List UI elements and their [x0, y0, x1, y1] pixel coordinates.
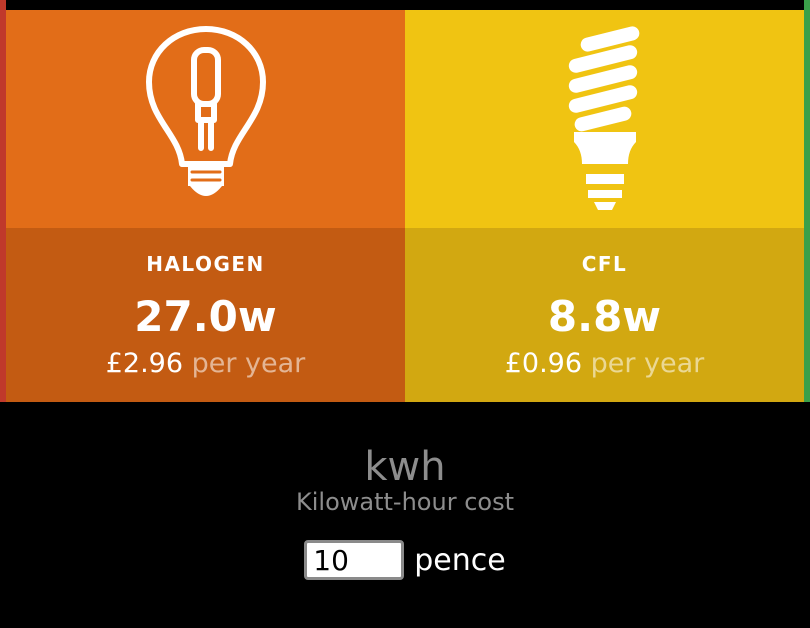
- rate-title: kwh: [364, 444, 446, 490]
- bulb-cards: HALOGEN 27.0w £2.96 per year CFL 8.8w: [6, 10, 804, 402]
- card-cfl-cost: £0.96 per year: [405, 348, 804, 379]
- card-halogen-cost: £2.96 per year: [6, 348, 405, 379]
- cfl-bulb-icon: [568, 26, 639, 210]
- kwh-cost-input[interactable]: [304, 540, 405, 580]
- card-halogen-per: per year: [191, 348, 306, 379]
- card-cfl-watts: 8.8w: [547, 292, 662, 341]
- card-cfl-name: CFL: [581, 252, 628, 276]
- card-halogen-info: HALOGEN 27.0w £2.96 per year: [6, 228, 405, 402]
- card-halogen[interactable]: HALOGEN 27.0w £2.96 per year: [6, 10, 405, 402]
- card-cfl-image: [405, 10, 804, 228]
- card-cfl-amount: £0.96: [504, 348, 583, 379]
- rate-unit: pence: [414, 542, 506, 578]
- card-cfl[interactable]: CFL 8.8w £0.96 per year: [405, 10, 804, 402]
- left-edge-strip: [0, 0, 6, 402]
- rate-panel: kwh Kilowatt-hour cost pence: [0, 402, 810, 628]
- card-cfl-per: per year: [590, 348, 705, 379]
- rate-row: pence: [0, 540, 810, 580]
- halogen-bulb-icon: [145, 26, 266, 196]
- card-halogen-name: HALOGEN: [146, 252, 265, 276]
- card-cfl-info: CFL 8.8w £0.96 per year: [405, 228, 804, 402]
- card-halogen-watts: 27.0w: [134, 292, 277, 341]
- rate-subtitle: Kilowatt-hour cost: [296, 488, 514, 516]
- card-halogen-image: [6, 10, 405, 228]
- right-edge-strip: [804, 0, 810, 402]
- card-halogen-amount: £2.96: [105, 348, 184, 379]
